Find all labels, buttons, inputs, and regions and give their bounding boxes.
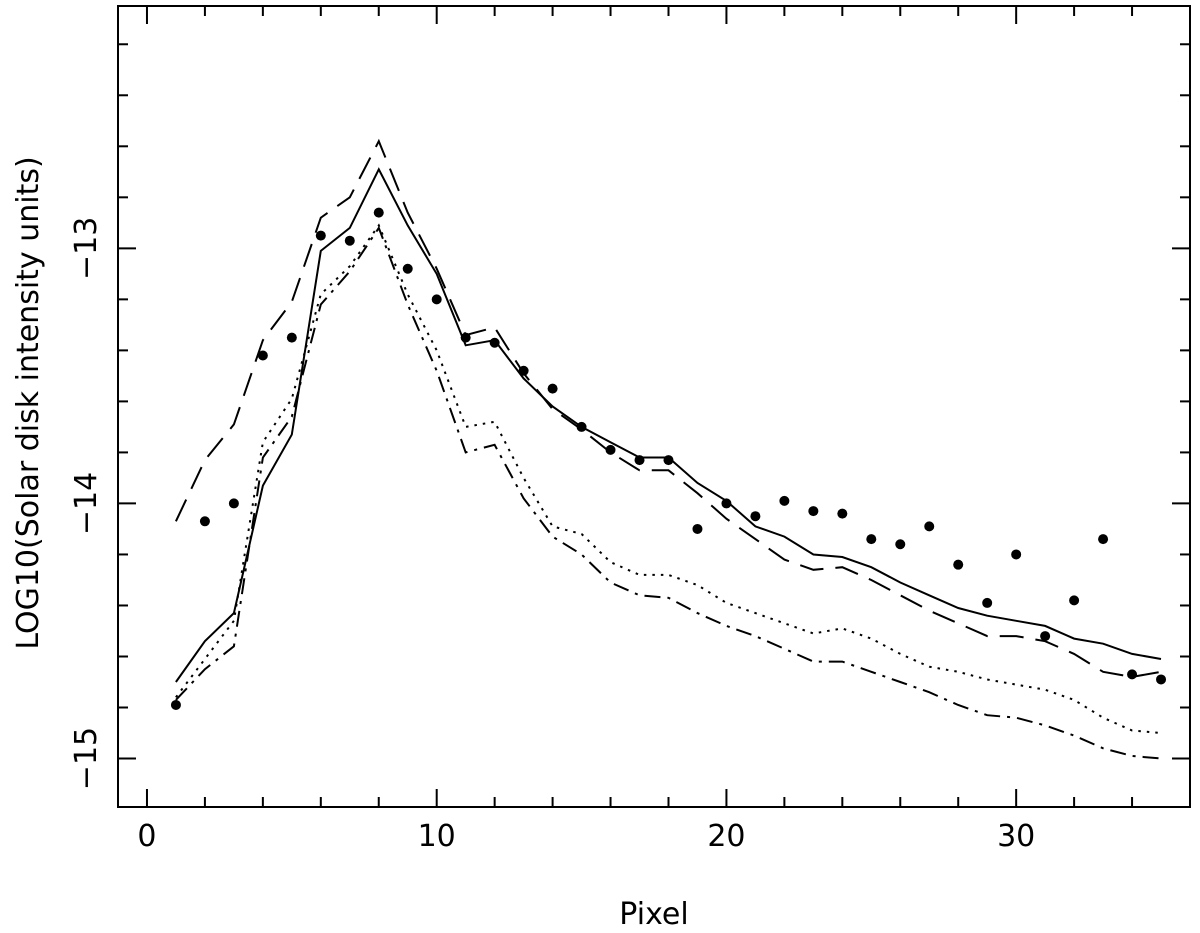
data-point: [1069, 595, 1080, 606]
x-tick-label: 10: [418, 819, 456, 854]
data-point: [286, 332, 297, 343]
series-line-solid: [175, 167, 1162, 683]
data-point: [1127, 669, 1138, 680]
series-line-dashed: [174, 138, 1162, 678]
data-point: [605, 444, 616, 455]
data-point: [924, 521, 935, 532]
x-axis-label: Pixel: [619, 897, 688, 932]
data-point: [750, 511, 761, 522]
tick-labels: 0 10 20 30 −15 −14 −13: [69, 217, 1035, 854]
data-point: [199, 516, 210, 527]
data-point: [895, 539, 906, 550]
axis-ticks: [118, 6, 1190, 807]
plot-frame: [117, 5, 1191, 808]
data-point: [1098, 534, 1109, 545]
data-point: [547, 383, 558, 394]
data-point: [663, 455, 674, 466]
data-point: [982, 597, 993, 608]
data-point: [1040, 631, 1051, 642]
x-tick-label: 20: [707, 819, 745, 854]
y-axis-label: LOG10(Solar disk intensity units): [11, 156, 46, 649]
data-point: [228, 498, 239, 509]
data-point: [257, 350, 268, 361]
series-points: [170, 207, 1167, 710]
data-point: [808, 506, 819, 517]
y-tick-label: −14: [69, 472, 104, 535]
data-point: [866, 534, 877, 545]
data-point: [576, 421, 587, 432]
data-point: [431, 294, 442, 305]
series-line-dash-dot: [175, 225, 1162, 760]
data-point: [779, 495, 790, 506]
y-tick-label: −15: [69, 727, 104, 790]
data-point: [170, 699, 181, 710]
data-point: [518, 365, 529, 376]
x-tick-label: 30: [997, 819, 1035, 854]
series-line-dotted: [175, 223, 1162, 734]
data-point: [344, 235, 355, 246]
data-point: [402, 263, 413, 274]
data-point: [953, 559, 964, 570]
y-tick-label: −13: [69, 217, 104, 280]
data-point: [1011, 549, 1022, 560]
data-point: [373, 207, 384, 218]
data-point: [692, 523, 703, 534]
data-point: [489, 337, 500, 348]
data-point: [1156, 674, 1167, 685]
data-point: [721, 498, 732, 509]
data-point: [315, 230, 326, 241]
data-point: [634, 455, 645, 466]
x-tick-label: 0: [137, 819, 156, 854]
data-point: [837, 508, 848, 519]
data-point: [460, 332, 471, 343]
